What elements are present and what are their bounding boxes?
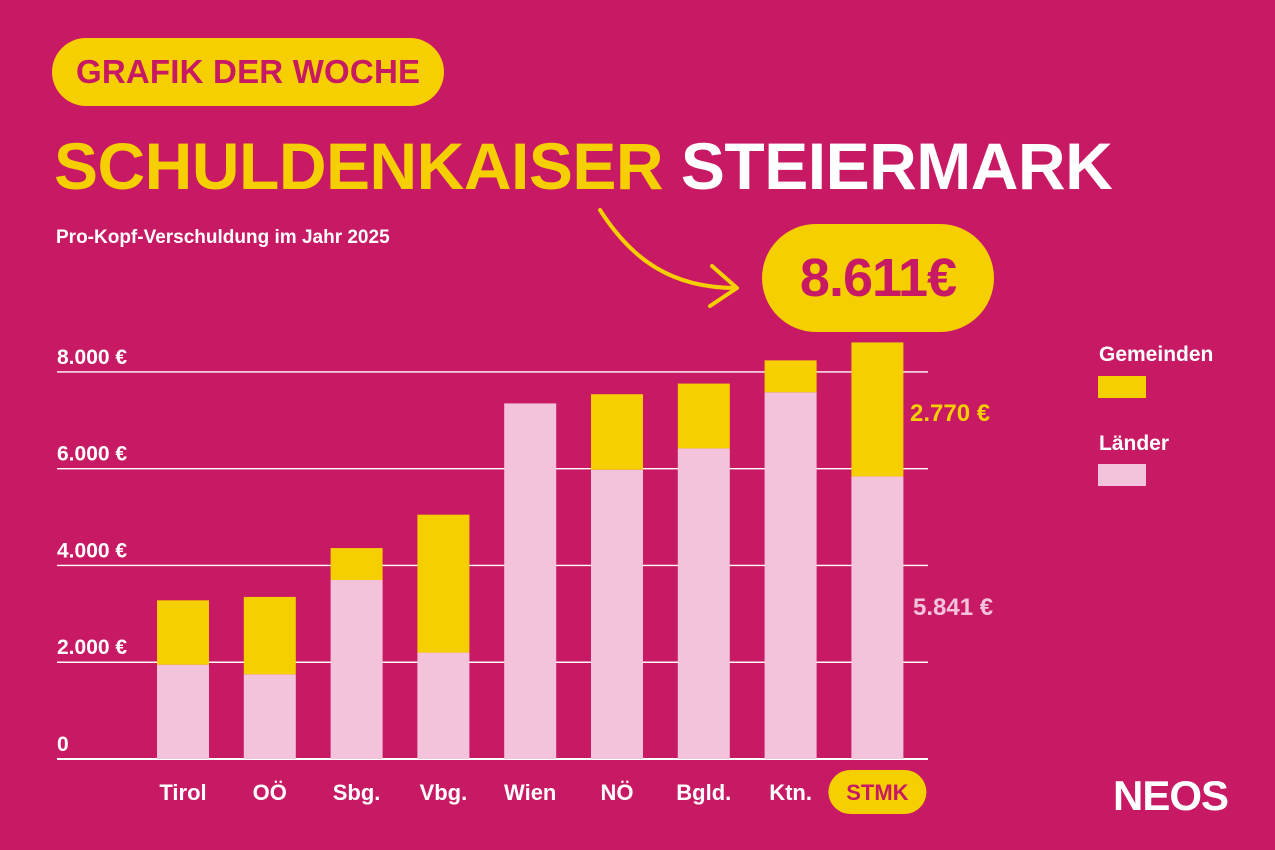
- badge-label: GRAFIK DER WOCHE: [76, 53, 421, 90]
- badge-grafik-der-woche: GRAFIK DER WOCHE: [52, 38, 445, 106]
- callout-value: 8.611€: [799, 248, 957, 308]
- bar-laender: [591, 469, 643, 759]
- neos-logo: NEOS: [1113, 772, 1229, 819]
- title-part-2: STEIERMARK: [680, 129, 1113, 203]
- legend-swatch-gemeinden: [1098, 376, 1146, 398]
- chart-subtitle: Pro-Kopf-Verschuldung im Jahr 2025: [56, 227, 390, 248]
- y-tick-label: 6.000 €: [57, 443, 127, 466]
- bar-laender: [417, 652, 470, 759]
- callout-total-stmk: 8.611€: [762, 224, 994, 332]
- x-tick-label: Ktn.: [769, 780, 812, 805]
- x-tick-label: Wien: [504, 780, 556, 805]
- bar-gemeinden: [243, 596, 296, 675]
- bar-laender: [677, 448, 730, 759]
- highlight-pill: [828, 770, 927, 814]
- y-tick-label: 0: [57, 733, 69, 756]
- bar-gemeinden: [157, 600, 209, 665]
- bar-laender: [851, 476, 904, 759]
- bar-gemeinden: [764, 360, 817, 393]
- y-tick-label: 8.000 €: [57, 346, 127, 369]
- bar-gemeinden: [677, 383, 730, 449]
- legend-label-gemeinden: Gemeinden: [1099, 343, 1214, 366]
- y-tick-label: 4.000 €: [57, 539, 127, 562]
- bar-laender: [157, 664, 209, 759]
- data-label-laender: 5.841 €: [913, 594, 993, 621]
- x-tick-label: NÖ: [601, 780, 634, 805]
- bar-laender: [764, 392, 817, 759]
- bar-gemeinden: [591, 394, 643, 470]
- bar-gemeinden: [851, 342, 904, 477]
- bar-laender: [330, 579, 383, 759]
- x-tick-label: Sbg.: [333, 780, 381, 805]
- x-tick-label: OÖ: [253, 780, 287, 805]
- legend-swatch-laender: [1098, 464, 1146, 486]
- x-tick-label: Bgld.: [676, 780, 731, 805]
- legend-label-laender: Länder: [1099, 432, 1170, 455]
- x-tick-label: Vbg.: [420, 780, 468, 805]
- data-label-gemeinden: 2.770 €: [910, 400, 990, 427]
- bar-laender: [243, 674, 296, 759]
- x-tick-label: STMK: [846, 780, 908, 805]
- bar-gemeinden: [417, 514, 470, 653]
- bar-laender: [504, 403, 557, 759]
- page-title: SCHULDENKAISER STEIERMARK: [54, 128, 1113, 204]
- bar-gemeinden: [330, 548, 383, 580]
- y-tick-label: 2.000 €: [57, 636, 127, 659]
- title-part-1: SCHULDENKAISER: [54, 129, 664, 203]
- x-tick-label: Tirol: [159, 780, 206, 805]
